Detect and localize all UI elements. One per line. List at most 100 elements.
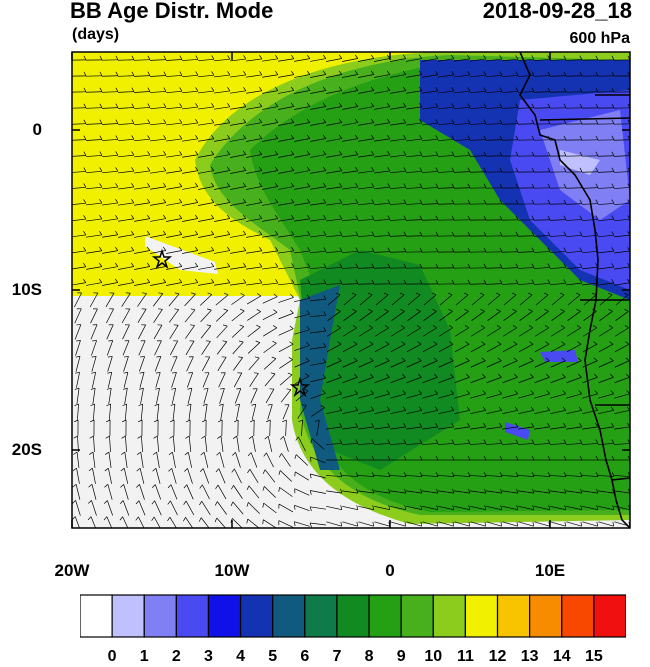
wind-barb [469,279,487,285]
wind-barb [90,324,98,340]
wind-barb [471,292,485,306]
wind-barb [358,505,375,511]
wind-barb [262,309,278,321]
wind-barb [327,308,341,321]
wind-barb [199,501,211,515]
wind-barb [359,308,373,321]
colorbar-box [593,594,626,638]
wind-barb [375,292,389,306]
wind-barb [390,505,407,511]
wind-barb [214,517,228,528]
wind-barb [342,118,359,126]
wind-barb [503,308,517,321]
wind-barb [407,325,421,337]
wind-barb [214,166,231,174]
wind-barb [310,182,327,190]
wind-barb [358,373,374,384]
wind-barb [198,246,215,254]
wind-barb [310,70,327,78]
wind-barb [599,308,613,321]
wind-barb [358,455,375,461]
wind-barb [598,423,615,430]
wind-barb [278,503,294,513]
wind-barb [134,198,151,206]
wind-barb [169,340,179,356]
wind-barb [485,103,503,109]
wind-barb [73,451,80,468]
wind-barb [118,262,135,270]
wind-barb [166,87,183,94]
wind-barb [405,279,423,285]
wind-barb [565,103,583,109]
wind-barb [566,390,582,399]
wind-barb [88,467,96,484]
wind-barb [198,103,215,110]
wind-barb [326,182,343,190]
wind-barb [342,373,358,384]
wind-barb [373,215,391,221]
wind-barb [518,341,534,353]
wind-barb [201,356,211,372]
wind-barb [373,279,391,285]
wind-barb [86,278,103,286]
wind-barb [186,356,194,372]
wind-barb [486,488,503,494]
wind-barb [310,374,327,383]
wind-barb [342,199,359,206]
wind-barb [485,231,503,237]
wind-barb [533,199,551,205]
wind-barb [166,135,183,142]
wind-barb [137,292,147,307]
wind-barb [359,325,373,337]
wind-barb [405,472,423,477]
wind-barb [183,500,195,516]
wind-barb [74,324,82,340]
wind-barb [184,308,196,323]
wind-barb [470,455,487,461]
wind-barb [342,357,358,368]
wind-barb [469,103,487,110]
wind-barb [390,341,406,353]
wind-barb [233,356,243,371]
wind-barb [262,502,277,514]
wind-barb [278,294,294,303]
wind-barb [230,86,247,94]
wind-barb [134,246,151,254]
wind-barb [453,439,471,445]
wind-barb [294,102,311,110]
wind-barb [326,341,342,353]
wind-barb [91,355,97,372]
wind-barb [310,438,325,450]
wind-barb [326,357,342,368]
wind-barb [294,326,310,335]
wind-barb [422,103,439,110]
wind-barb [230,118,247,126]
wind-barb [406,102,423,110]
wind-barb [262,150,279,158]
wind-barb [86,246,103,254]
wind-barb [438,54,455,62]
wind-barb [216,340,228,355]
wind-barb [137,419,143,437]
colorbar-boxes [80,594,626,638]
wind-barb [406,135,423,142]
wind-barb [421,151,439,158]
wind-barb [374,167,391,174]
wind-barb [248,435,256,452]
wind-barb [517,263,535,269]
wind-barb [421,215,439,221]
wind-barb [106,387,112,404]
wind-barb [597,103,615,109]
wind-barb [566,263,583,270]
wind-barb [310,295,327,302]
wind-barb [326,215,343,222]
wind-barb [326,166,343,174]
wind-barb [405,263,423,269]
wind-barb [358,183,375,190]
wind-barb [485,472,503,477]
wind-barb [168,292,180,307]
colorbar-tick-label: 9 [396,648,406,665]
wind-barb [103,516,114,528]
wind-barb [102,167,119,174]
wind-barb [294,471,310,481]
